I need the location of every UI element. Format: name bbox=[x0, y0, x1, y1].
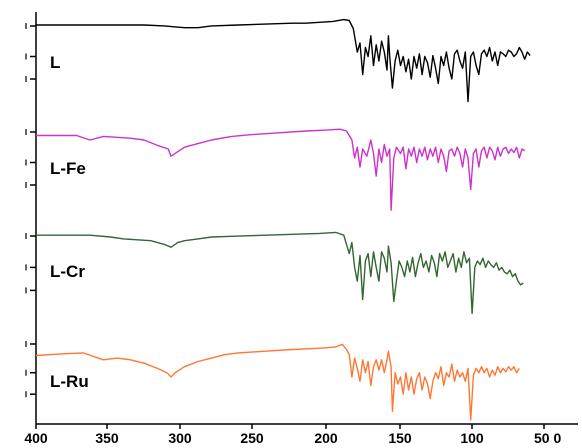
series-line-l-ru bbox=[35, 343, 520, 421]
x-tick-label: 200 bbox=[314, 430, 338, 446]
x-tick-label: 50 0 bbox=[534, 430, 561, 446]
series-label-l-fe: L-Fe bbox=[50, 159, 86, 178]
y-axis-scale-marks bbox=[25, 23, 36, 82]
series-label-l-ru: L-Ru bbox=[50, 372, 89, 391]
series-label-l: L bbox=[50, 53, 60, 72]
series-line-l-cr bbox=[36, 231, 524, 315]
y-axis-scale-marks bbox=[25, 129, 36, 188]
x-tick-label: 400 bbox=[24, 430, 48, 446]
x-tick-label: 300 bbox=[168, 430, 192, 446]
x-tick-label: 150 bbox=[388, 430, 412, 446]
x-axis: 400 350 300 250 200 150 100 50 0 bbox=[24, 423, 578, 446]
series-line-l bbox=[36, 18, 531, 103]
series-line-l-fe bbox=[36, 128, 526, 211]
x-tick-label: 100 bbox=[460, 430, 484, 446]
y-axis-scale-marks bbox=[25, 233, 36, 294]
series-label-l-cr: L-Cr bbox=[50, 262, 85, 281]
y-axis-scale-marks bbox=[25, 341, 36, 398]
x-tick-label: 350 bbox=[95, 430, 119, 446]
x-tick-label: 250 bbox=[240, 430, 264, 446]
spectra-panels: L L-Fe L-Cr L-Ru bbox=[25, 12, 531, 424]
